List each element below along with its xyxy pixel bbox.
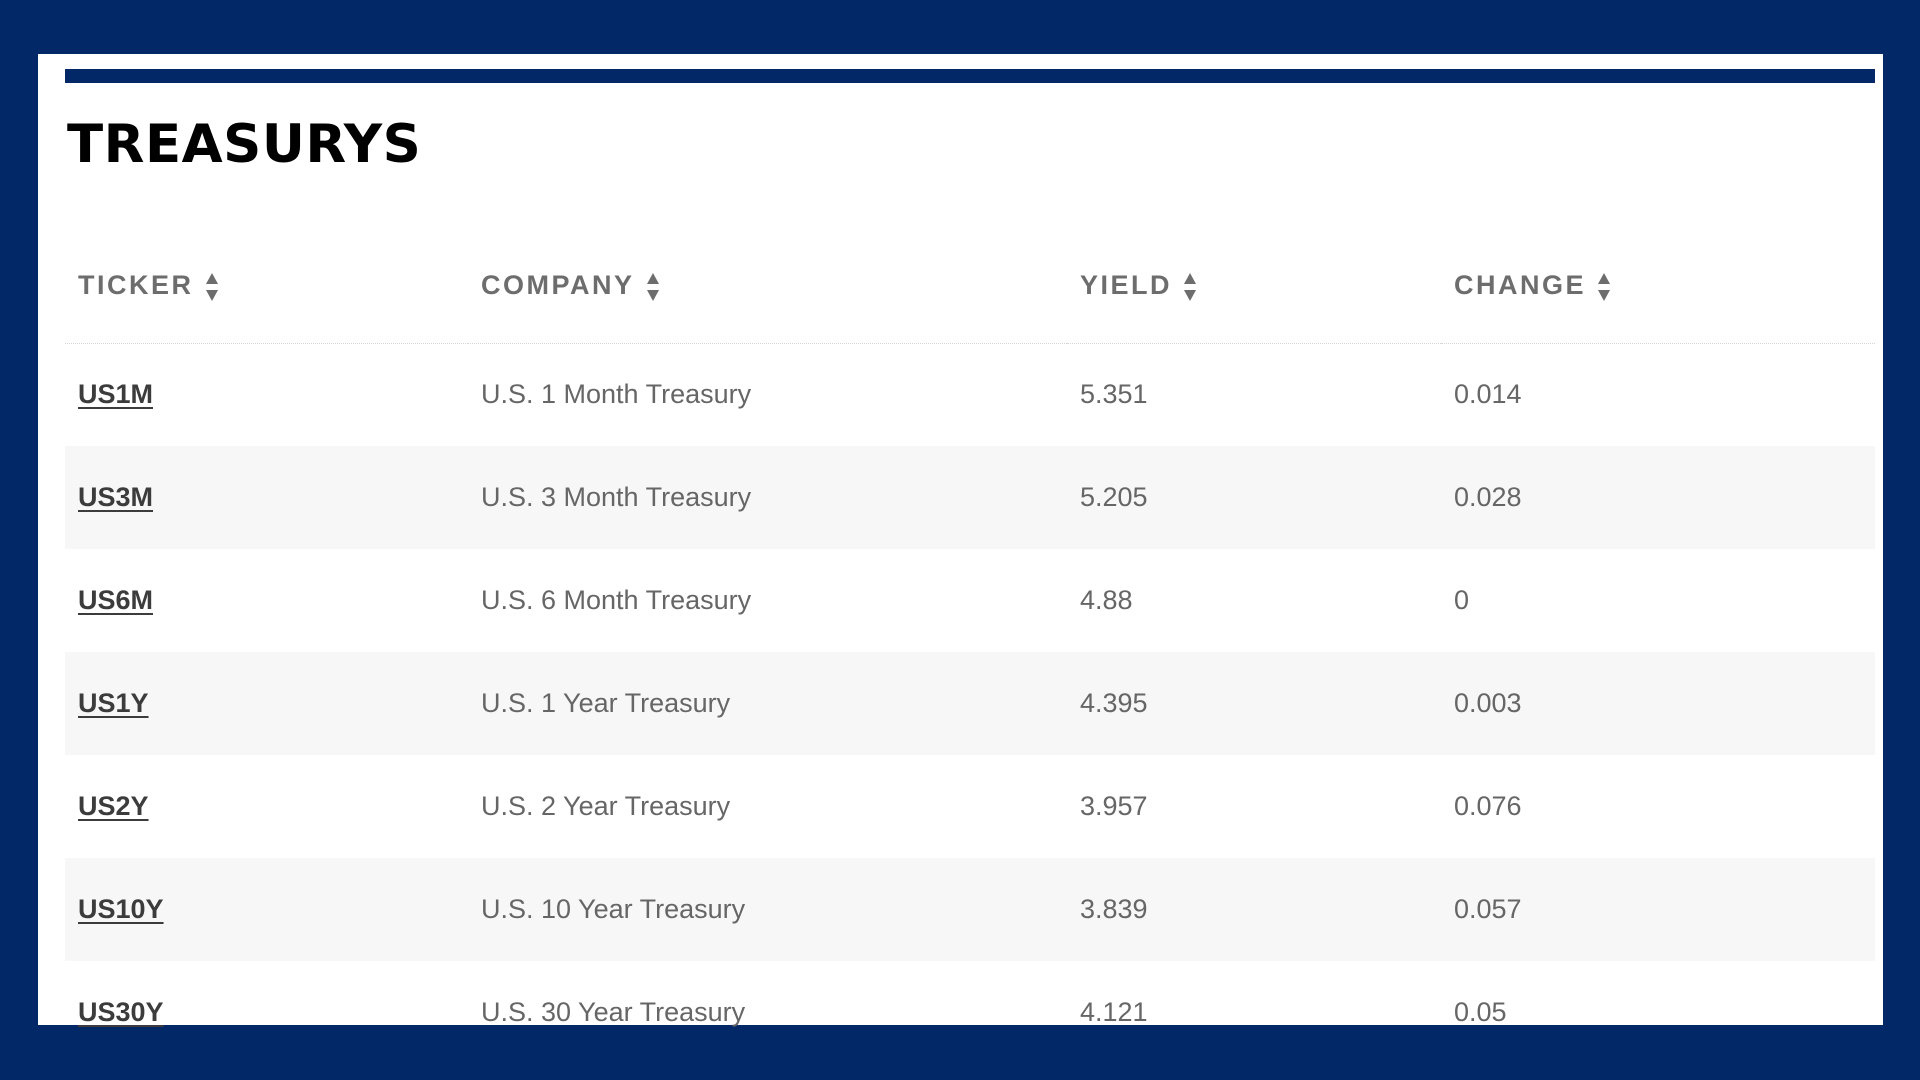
treasurys-panel: TREASURYS TICKER COMPANY YIELD CHANGE: [38, 54, 1883, 1027]
change-cell: 0.003: [1441, 652, 1875, 755]
ticker-link[interactable]: US2Y: [78, 791, 149, 821]
change-cell: 0.076: [1454, 791, 1522, 821]
yield-cell: 3.957: [1080, 791, 1148, 821]
yield-cell: 5.205: [1067, 446, 1441, 549]
company-cell: U.S. 2 Year Treasury: [481, 791, 731, 821]
ticker-cell: US1M: [65, 343, 468, 446]
company-cell: U.S. 3 Month Treasury: [468, 446, 1067, 549]
ticker-cell: US10Y: [65, 858, 468, 961]
table-row: US30Y U.S. 30 Year Treasury 4.121 0.05: [65, 961, 1875, 1064]
company-cell: U.S. 1 Year Treasury: [468, 652, 1067, 755]
yield-cell: 4.121: [1080, 997, 1148, 1027]
column-header-label: CHANGE: [1454, 269, 1587, 300]
table-row: US3M U.S. 3 Month Treasury 5.205 0.028: [65, 446, 1875, 549]
change-cell: 0.014: [1454, 379, 1522, 410]
column-header-label: TICKER: [78, 269, 194, 300]
yield-cell: 5.351: [1080, 379, 1148, 410]
ticker-link[interactable]: US10Y: [78, 894, 164, 924]
column-header-company[interactable]: COMPANY: [468, 229, 1067, 344]
column-header-yield[interactable]: YIELD: [1067, 229, 1441, 344]
ticker-link[interactable]: US3M: [78, 482, 154, 512]
company-cell: U.S. 30 Year Treasury: [481, 997, 746, 1027]
table-row: US2Y U.S. 2 Year Treasury 3.957 0.076: [65, 755, 1875, 858]
change-cell: 0.05: [1454, 997, 1507, 1027]
company-cell: U.S. 6 Month Treasury: [481, 585, 752, 615]
ticker-cell: US3M: [65, 446, 468, 549]
ticker-link[interactable]: US30Y: [78, 997, 164, 1027]
company-cell: U.S. 1 Month Treasury: [481, 379, 752, 410]
company-cell: U.S. 10 Year Treasury: [468, 858, 1067, 961]
ticker-cell: US30Y: [65, 961, 468, 1064]
column-header-change[interactable]: CHANGE: [1441, 229, 1875, 344]
ticker-link[interactable]: US1Y: [78, 688, 149, 718]
table-row: US1Y U.S. 1 Year Treasury 4.395 0.003: [65, 652, 1875, 755]
change-cell: 0.028: [1441, 446, 1875, 549]
ticker-link[interactable]: US1M: [78, 379, 154, 410]
accent-bar: [65, 69, 1875, 83]
ticker-cell: US1Y: [65, 652, 468, 755]
sort-icon[interactable]: [205, 272, 218, 302]
column-header-label: YIELD: [1080, 269, 1173, 300]
change-cell: 0: [1454, 585, 1470, 615]
treasurys-table: TICKER COMPANY YIELD CHANGE US1M U.S. 1 …: [65, 229, 1875, 1064]
ticker-link[interactable]: US6M: [78, 585, 154, 615]
yield-cell: 4.395: [1067, 652, 1441, 755]
change-cell: 0.057: [1441, 858, 1875, 961]
sort-icon[interactable]: [1184, 272, 1197, 302]
section-title: TREASURYS: [67, 114, 422, 175]
ticker-cell: US2Y: [65, 755, 468, 858]
sort-icon[interactable]: [646, 272, 659, 302]
yield-cell: 4.88: [1080, 585, 1133, 615]
column-header-ticker[interactable]: TICKER: [65, 229, 468, 344]
yield-cell: 3.839: [1067, 858, 1441, 961]
table-row: US10Y U.S. 10 Year Treasury 3.839 0.057: [65, 858, 1875, 961]
table-header-row: TICKER COMPANY YIELD CHANGE: [65, 229, 1875, 344]
ticker-cell: US6M: [65, 549, 468, 652]
table-row: US1M U.S. 1 Month Treasury 5.351 0.014: [65, 343, 1875, 446]
sort-icon[interactable]: [1598, 272, 1611, 302]
table-row: US6M U.S. 6 Month Treasury 4.88 0: [65, 549, 1875, 652]
column-header-label: COMPANY: [481, 269, 635, 300]
